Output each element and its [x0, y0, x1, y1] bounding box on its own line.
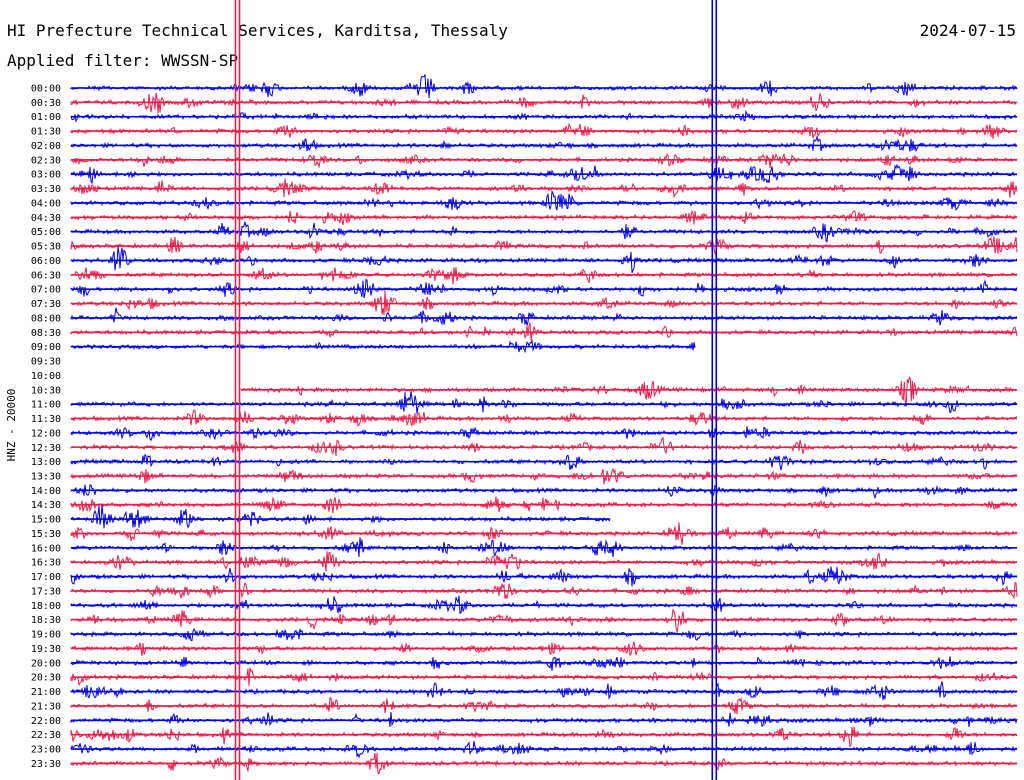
trace-0200: [70, 135, 1018, 153]
time-label: 15:30: [31, 529, 61, 540]
time-label: 13:00: [31, 457, 61, 468]
time-label: 11:30: [31, 414, 61, 425]
time-label: 17:30: [31, 586, 61, 597]
vertical-markers: [234, 0, 718, 780]
time-label: 18:00: [31, 601, 61, 612]
time-label: 19:00: [31, 630, 61, 641]
trace-0630: [70, 267, 1018, 285]
time-label: 01:30: [31, 127, 61, 138]
time-label: 16:30: [31, 558, 61, 569]
time-label: 01:00: [31, 112, 61, 123]
trace-0230: [70, 152, 1018, 169]
y-axis-label: HNZ - 20000: [5, 389, 18, 462]
time-label: 22:00: [31, 716, 61, 727]
time-label: 03:30: [31, 184, 61, 195]
time-label: 07:00: [31, 285, 61, 296]
time-label: 23:00: [31, 745, 61, 756]
time-label: 10:00: [31, 371, 61, 382]
time-label: 09:30: [31, 357, 61, 368]
trace-1100: [70, 391, 1018, 414]
time-label: 20:30: [31, 673, 61, 684]
time-label: 17:00: [31, 572, 61, 583]
trace-2230: [70, 726, 1018, 748]
time-label: 22:30: [31, 730, 61, 741]
time-label: 08:30: [31, 328, 61, 339]
date-label: 2024-07-15: [920, 21, 1016, 40]
traces: [70, 74, 1018, 774]
time-label: 23:30: [31, 759, 61, 770]
time-label: 18:30: [31, 615, 61, 626]
time-label: 15:00: [31, 515, 61, 526]
trace-0800: [70, 307, 1018, 326]
time-label: 06:00: [31, 256, 61, 267]
trace-1800: [70, 595, 1018, 614]
time-label: 14:30: [31, 500, 61, 511]
trace-1030: [240, 376, 1017, 406]
time-label: 06:30: [31, 270, 61, 281]
time-label: 02:30: [31, 155, 61, 166]
time-label: 12:30: [31, 443, 61, 454]
trace-1830: [70, 608, 1018, 633]
time-label: 14:00: [31, 486, 61, 497]
trace-0400: [70, 190, 1018, 211]
trace-1400: [70, 484, 1018, 500]
trace-0000: [70, 74, 1018, 99]
time-label: 04:30: [31, 213, 61, 224]
time-label: 13:30: [31, 471, 61, 482]
time-label: 07:30: [31, 299, 61, 310]
time-label: 19:30: [31, 644, 61, 655]
trace-2000: [70, 656, 1018, 671]
trace-0600: [70, 246, 1018, 274]
time-label: 00:30: [31, 98, 61, 109]
time-label: 02:00: [31, 141, 61, 152]
time-label: 04:00: [31, 198, 61, 209]
time-label: 10:30: [31, 385, 61, 396]
filter-label: Applied filter: WWSSN-SP: [7, 51, 238, 70]
time-label: 05:00: [31, 227, 61, 238]
time-label: 12:00: [31, 428, 61, 439]
time-label: 21:30: [31, 701, 61, 712]
time-label: 20:00: [31, 658, 61, 669]
time-label: 00:00: [31, 84, 61, 95]
time-label: 05:30: [31, 242, 61, 253]
time-label: 08:00: [31, 313, 61, 324]
trace-0730: [70, 289, 1017, 316]
time-label: 21:00: [31, 687, 61, 698]
station-title: HI Prefecture Technical Services, Kardit…: [7, 21, 508, 40]
trace-1630: [70, 551, 1018, 572]
time-labels: 00:00 00:30 01:00 01:30 02:00 02:30 03:00 03:30…: [31, 84, 61, 770]
time-label: 03:00: [31, 170, 61, 181]
time-label: 16:00: [31, 543, 61, 554]
time-label: 11:00: [31, 400, 61, 411]
time-label: 09:00: [31, 342, 61, 353]
